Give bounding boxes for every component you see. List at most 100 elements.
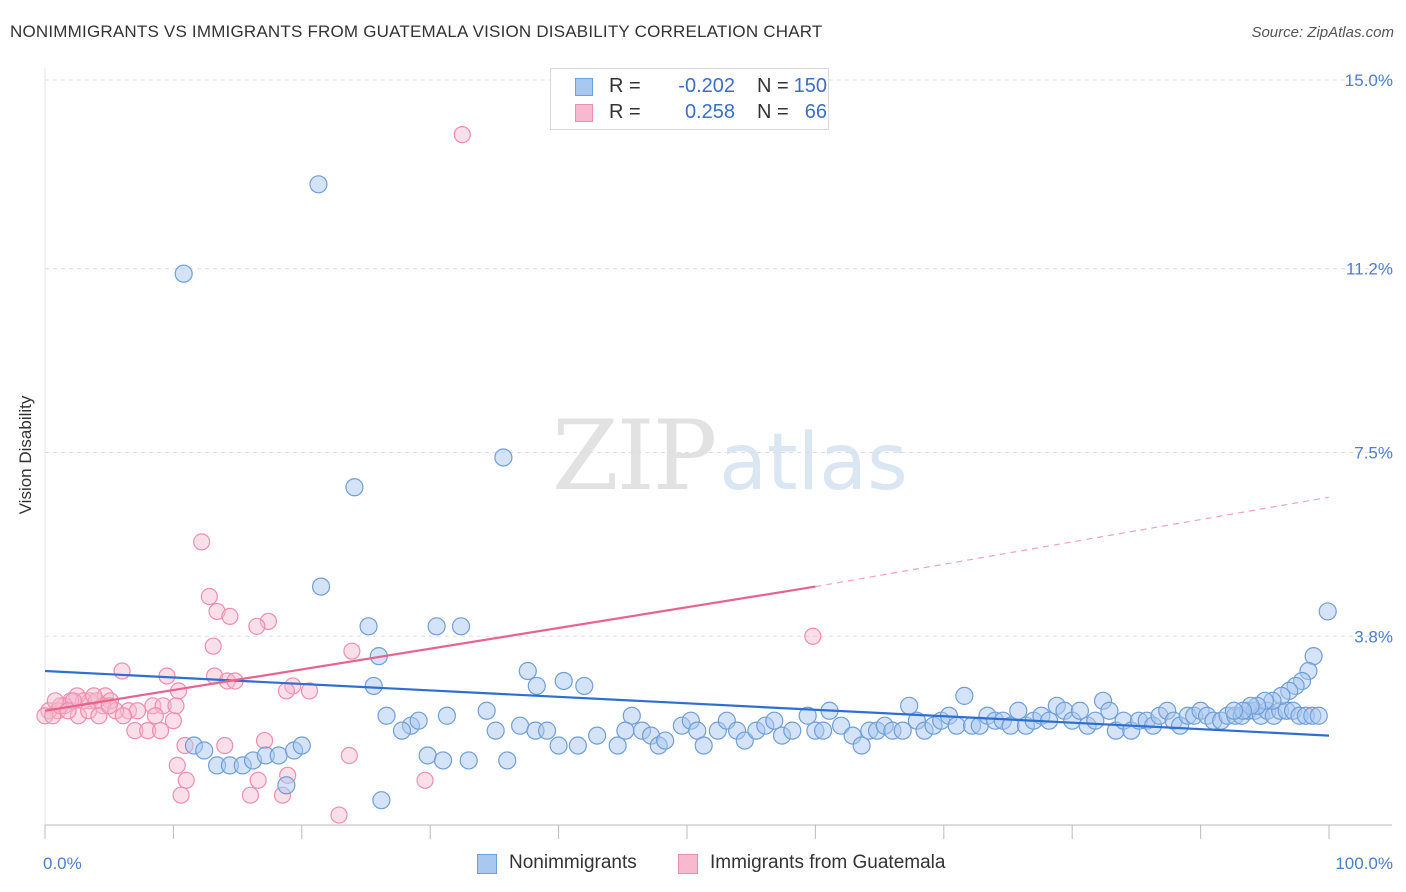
immigrants-point bbox=[146, 707, 165, 725]
immigrants-point bbox=[168, 756, 186, 775]
nonimmigrants-point bbox=[437, 706, 456, 725]
nonimmigrants-point bbox=[656, 731, 675, 750]
nonimmigrants-point bbox=[311, 577, 331, 596]
nonimmigrants-point bbox=[518, 661, 537, 681]
nonimmigrants-point bbox=[409, 711, 428, 730]
immigrants-point bbox=[119, 702, 138, 720]
immigrants-point bbox=[204, 637, 222, 655]
immigrants-trend-extrapolation bbox=[815, 496, 1330, 588]
immigrants-point bbox=[200, 587, 218, 606]
source-label: Source: ZipAtlas.com bbox=[1251, 24, 1394, 41]
y-axis-title-text: Vision Disability bbox=[16, 395, 35, 515]
nonimmigrants-point bbox=[549, 736, 568, 755]
y-axis-title: Vision Disability bbox=[16, 336, 36, 515]
nonimmigrants-point bbox=[269, 746, 288, 765]
nonimmigrants-point bbox=[364, 676, 383, 696]
nonimmigrants-point bbox=[568, 736, 587, 755]
immigrants-point bbox=[300, 682, 319, 700]
nonimmigrants-point bbox=[955, 686, 974, 705]
series-legend-label: Nonimmigrants bbox=[509, 852, 637, 873]
immigrants-point bbox=[248, 617, 266, 635]
nonimmigrants-point bbox=[1070, 701, 1090, 720]
nonimmigrants-point bbox=[459, 751, 478, 770]
stats-legend: R = -0.202 N = 150 R = 0.258 N = 66 bbox=[550, 68, 829, 130]
nonimmigrants-point bbox=[537, 721, 557, 740]
series-legend-swatch-pink bbox=[678, 854, 698, 874]
nonimmigrants-point bbox=[1224, 701, 1244, 720]
immigrants-point bbox=[208, 602, 226, 621]
immigrants-point bbox=[151, 722, 170, 740]
nonimmigrants-point bbox=[498, 751, 517, 770]
immigrants-point bbox=[277, 682, 295, 700]
immigrants-point bbox=[416, 771, 434, 789]
nonimmigrants-point bbox=[486, 721, 505, 740]
nonimmigrants-point bbox=[427, 617, 446, 636]
nonimmigrants-trend-line bbox=[44, 669, 1330, 737]
legend-r-label: R = bbox=[609, 75, 641, 97]
nonimmigrants-point bbox=[616, 721, 635, 740]
x-tick-label: 0.0% bbox=[43, 854, 82, 873]
nonimmigrants-point bbox=[588, 726, 607, 745]
nonimmigrants-point bbox=[277, 776, 296, 795]
nonimmigrants-point bbox=[451, 617, 471, 636]
immigrants-points bbox=[36, 126, 822, 824]
immigrants-point bbox=[221, 607, 239, 626]
immigrants-point bbox=[453, 126, 471, 144]
nonimmigrants-point bbox=[377, 706, 396, 725]
nonimmigrants-point bbox=[1309, 706, 1328, 725]
immigrants-trend-line bbox=[44, 585, 816, 712]
immigrants-point bbox=[69, 707, 87, 725]
immigrants-point bbox=[343, 642, 361, 660]
y-tick-label: 11.2% bbox=[1346, 260, 1393, 279]
immigrants-point bbox=[177, 771, 195, 789]
y-tick-label: 3.8% bbox=[1354, 627, 1393, 646]
immigrants-point bbox=[167, 697, 185, 715]
immigrants-point bbox=[172, 786, 190, 804]
immigrants-point bbox=[804, 627, 822, 645]
immigrants-point bbox=[139, 722, 157, 740]
y-axis-labels: 3.8% 7.5% 11.2% 15.0% bbox=[1345, 71, 1393, 646]
immigrants-point bbox=[126, 722, 144, 740]
nonimmigrants-points bbox=[174, 175, 1337, 810]
immigrants-point bbox=[193, 533, 211, 551]
nonimmigrants-point bbox=[372, 791, 391, 810]
nonimmigrants-point bbox=[798, 706, 817, 725]
nonimmigrants-point bbox=[1009, 701, 1028, 720]
nonimmigrants-point bbox=[359, 617, 378, 636]
immigrants-point bbox=[113, 662, 131, 680]
nonimmigrants-point bbox=[195, 741, 214, 760]
nonimmigrants-point bbox=[510, 716, 530, 735]
immigrants-point bbox=[216, 736, 234, 755]
trend-lines bbox=[44, 496, 1330, 737]
nonimmigrants-point bbox=[814, 721, 833, 740]
immigrants-point bbox=[340, 746, 358, 765]
nonimmigrants-point bbox=[309, 175, 328, 194]
immigrants-point bbox=[90, 707, 108, 725]
nonimmigrants-point bbox=[765, 711, 784, 730]
immigrants-point bbox=[255, 731, 274, 750]
immigrants-point bbox=[164, 712, 182, 730]
nonimmigrants-point bbox=[433, 751, 453, 770]
nonimmigrants-point bbox=[694, 736, 713, 755]
series-legend-swatch-blue bbox=[477, 854, 497, 874]
legend-swatch-pink bbox=[575, 104, 593, 122]
legend-swatch-blue bbox=[575, 78, 593, 96]
immigrants-point bbox=[249, 771, 267, 789]
legend-n-value: 66 bbox=[804, 101, 827, 123]
x-axis-labels: 0.0% 100.0% bbox=[43, 854, 1393, 873]
legend-n-value: 150 bbox=[793, 75, 827, 97]
nonimmigrants-point bbox=[735, 731, 754, 750]
legend-n-label: N = bbox=[757, 75, 789, 97]
legend-r-label: R = bbox=[609, 101, 641, 123]
nonimmigrants-point bbox=[554, 671, 573, 691]
x-tick-label: 100.0% bbox=[1335, 854, 1393, 873]
nonimmigrants-point bbox=[575, 676, 594, 696]
nonimmigrants-point bbox=[608, 736, 627, 755]
x-axis-ticks bbox=[44, 825, 1330, 839]
nonimmigrants-point bbox=[527, 676, 546, 696]
immigrants-point bbox=[46, 692, 64, 710]
legend-r-value: 0.258 bbox=[684, 101, 735, 123]
nonimmigrants-point bbox=[783, 721, 802, 740]
nonimmigrants-point bbox=[1318, 602, 1337, 621]
